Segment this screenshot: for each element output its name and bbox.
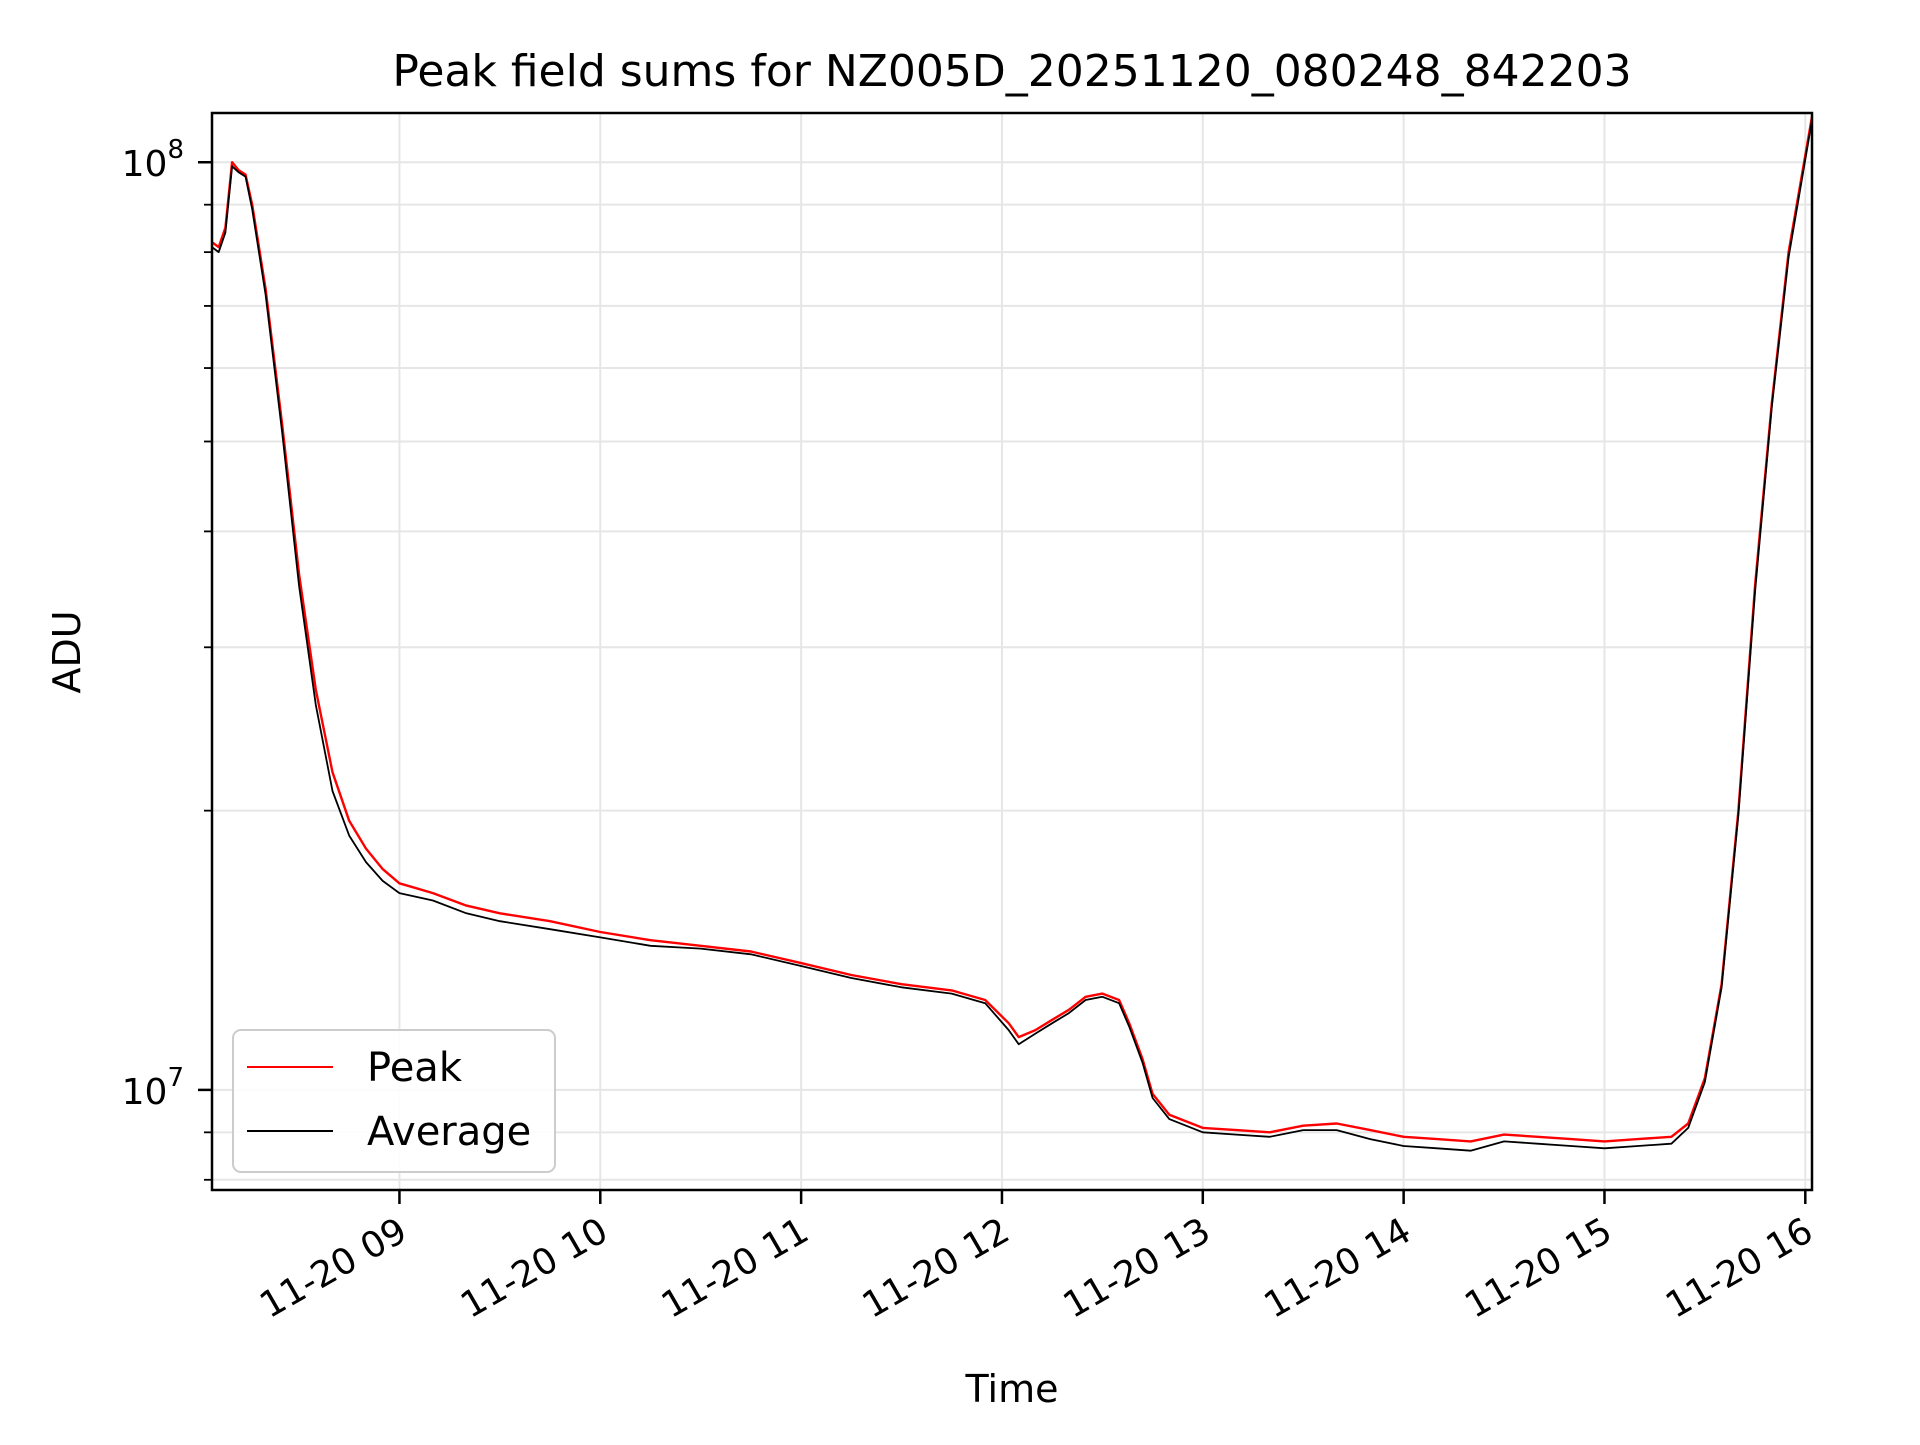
x-axis-label: Time <box>965 1367 1059 1411</box>
y-axis-label: ADU <box>45 610 89 693</box>
plot-frame <box>210 111 1814 1192</box>
series-line-average <box>211 120 1813 1152</box>
legend-label-average: Average <box>367 1109 531 1155</box>
series-layer <box>211 116 1814 1152</box>
chart-title: Peak field sums for NZ005D_20251120_0802… <box>392 46 1631 97</box>
y-tick-label: 108 <box>122 135 184 185</box>
legend: Peak Average <box>232 1029 556 1173</box>
legend-box <box>232 1029 556 1173</box>
legend-label-peak: Peak <box>367 1045 463 1091</box>
series-line-peak <box>211 116 1814 1143</box>
y-tick-label: 107 <box>122 1063 184 1113</box>
